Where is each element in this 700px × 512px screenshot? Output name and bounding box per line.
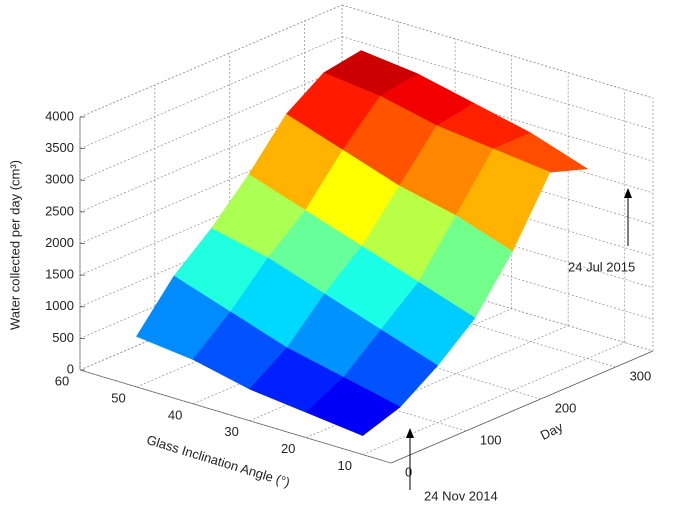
x-tick-label: 50	[111, 390, 125, 405]
z-tick-label: 1500	[45, 267, 74, 282]
z-tick-label: 4000	[45, 108, 74, 123]
box-edge	[390, 350, 654, 464]
z-tick-label: 3500	[45, 140, 74, 155]
x-axis-label: Glass Inclination Angle (°)	[145, 432, 292, 490]
x-tick-label: 60	[55, 373, 69, 388]
z-axis-label: Water collected per day (cm³)	[7, 160, 22, 330]
y-tick-label: 300	[630, 368, 652, 383]
grid-line	[79, 36, 343, 149]
box-edge	[79, 369, 392, 464]
annotation-arrowhead	[406, 428, 414, 438]
x-tick-label: 10	[337, 458, 351, 473]
x-tick-label: 40	[168, 407, 182, 422]
y-tick-label: 200	[555, 400, 577, 415]
annotation: 24 Nov 2014	[424, 488, 498, 503]
z-tick-label: 2500	[45, 203, 74, 218]
annotation-arrowhead	[624, 188, 632, 198]
y-tick-label: 100	[480, 432, 502, 447]
grid-line	[362, 342, 625, 455]
grid-line	[79, 4, 343, 118]
x-tick-label: 30	[224, 424, 238, 439]
z-tick-label: 3000	[45, 172, 74, 187]
z-tick-label: 2000	[45, 235, 74, 250]
annotation: 24 Jul 2015	[568, 259, 635, 274]
grid-line	[306, 325, 569, 439]
y-tick-label: 0	[405, 464, 412, 479]
y-axis-label: Day	[538, 419, 566, 443]
z-tick-label: 1000	[45, 298, 74, 313]
z-tick-label: 0	[67, 361, 74, 376]
surface-patch	[305, 376, 401, 436]
z-tick-label: 500	[52, 330, 74, 345]
grid-line	[79, 67, 343, 181]
x-tick-label: 20	[281, 441, 295, 456]
